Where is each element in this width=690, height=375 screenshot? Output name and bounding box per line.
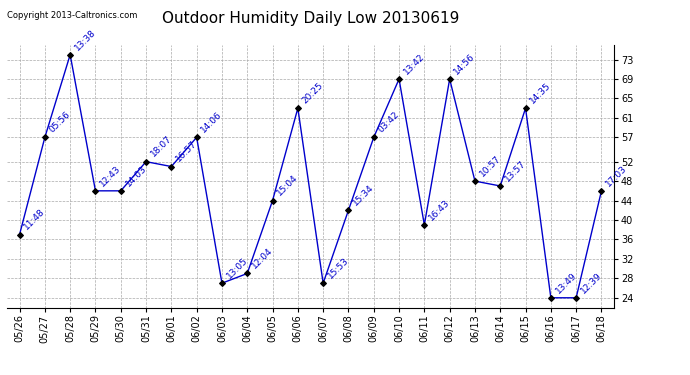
Text: 16:43: 16:43 <box>427 198 452 222</box>
Text: 18:07: 18:07 <box>149 134 173 159</box>
Point <box>596 188 607 194</box>
Point <box>166 164 177 170</box>
Point <box>191 134 202 140</box>
Text: Outdoor Humidity Daily Low 20130619: Outdoor Humidity Daily Low 20130619 <box>162 11 459 26</box>
Text: 11:48: 11:48 <box>22 207 47 232</box>
Text: 14:03: 14:03 <box>124 164 148 188</box>
Point <box>217 280 228 286</box>
Text: 14:56: 14:56 <box>453 52 477 76</box>
Point <box>317 280 328 286</box>
Text: 17:03: 17:03 <box>604 164 629 188</box>
Text: 15:04: 15:04 <box>275 173 300 198</box>
Point <box>393 76 404 82</box>
Point <box>293 105 304 111</box>
Point <box>90 188 101 194</box>
Text: 15:53: 15:53 <box>326 256 351 280</box>
Point <box>571 295 582 301</box>
Text: 10:57: 10:57 <box>477 154 502 178</box>
Point <box>14 232 25 238</box>
Point <box>444 76 455 82</box>
Point <box>141 159 152 165</box>
Text: 12:43: 12:43 <box>98 164 123 188</box>
Point <box>520 105 531 111</box>
Point <box>267 198 278 204</box>
Text: 13:57: 13:57 <box>503 159 528 183</box>
Text: 16:57: 16:57 <box>174 139 199 164</box>
Point <box>368 134 380 140</box>
Text: 15:34: 15:34 <box>351 183 376 207</box>
Point <box>115 188 126 194</box>
Point <box>241 270 253 276</box>
Point <box>419 222 430 228</box>
Point <box>65 52 76 58</box>
Text: 14:06: 14:06 <box>199 110 224 135</box>
Text: 13:49: 13:49 <box>553 270 578 295</box>
Text: 14:35: 14:35 <box>529 81 553 105</box>
Point <box>343 207 354 213</box>
Text: 03:42: 03:42 <box>377 110 401 135</box>
Text: Copyright 2013-Caltronics.com: Copyright 2013-Caltronics.com <box>7 11 137 20</box>
Text: 13:05: 13:05 <box>225 256 249 280</box>
Point <box>39 134 50 140</box>
Point <box>545 295 556 301</box>
Point <box>469 178 480 184</box>
Point <box>495 183 506 189</box>
Text: 12:39: 12:39 <box>579 270 604 295</box>
Text: 12:04: 12:04 <box>250 246 275 271</box>
Text: Humidity  (%): Humidity (%) <box>576 23 652 33</box>
Text: 13:38: 13:38 <box>73 27 97 52</box>
Text: 05:56: 05:56 <box>48 110 72 135</box>
Text: 13:42: 13:42 <box>402 52 426 76</box>
Text: 20:25: 20:25 <box>301 81 325 105</box>
